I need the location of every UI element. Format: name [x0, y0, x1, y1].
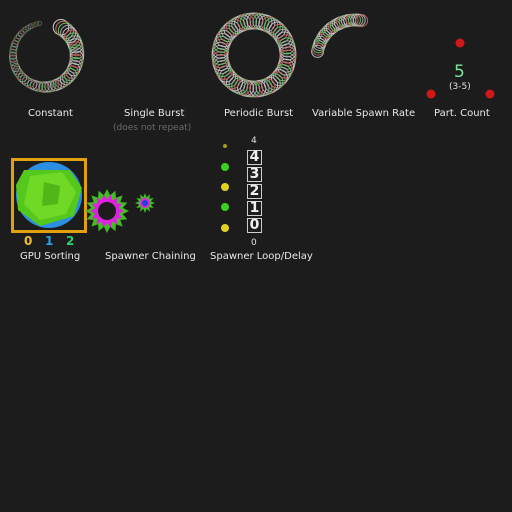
- loop-particle: [223, 144, 227, 148]
- spawner-chaining-label: Spawner Chaining: [105, 251, 196, 262]
- variable-rate-particle: [325, 21, 339, 35]
- periodic-particle: [217, 27, 235, 45]
- loop-bottom-value: 0: [251, 238, 257, 248]
- constant-particle: [20, 28, 27, 35]
- constant-particle: [63, 67, 77, 82]
- constant-particle: [9, 54, 18, 63]
- periodic-particle: [279, 46, 297, 64]
- periodic-particle: [266, 73, 284, 91]
- loop-counter-1: 1: [247, 201, 262, 216]
- part-count-range: (3-5): [449, 82, 471, 92]
- constant-particle: [69, 44, 85, 60]
- loop-counter-4: 4: [247, 150, 262, 165]
- chain-burst-large: [85, 189, 129, 233]
- periodic-particle: [219, 67, 237, 85]
- single-burst-label: Single Burst: [124, 108, 185, 119]
- constant-particle: [12, 37, 20, 45]
- loop-particle: [221, 203, 229, 211]
- gpu-sorting-blob: [16, 162, 82, 228]
- constant-particle: [13, 68, 24, 78]
- constant-particle: [27, 23, 34, 30]
- constant-particle: [9, 57, 19, 67]
- variable-rate-particle: [355, 14, 369, 28]
- gpu-sorting-frame: [11, 158, 87, 233]
- loop-counter-3: 3: [247, 167, 262, 182]
- part-count-particle: [485, 89, 495, 99]
- gpu-sorting-label: GPU Sorting: [20, 251, 81, 262]
- gpu-sort-index-0: 0: [24, 234, 33, 248]
- spawner-loop-delay-label: Spawner Loop/Delay: [210, 251, 313, 262]
- constant-particle: [38, 81, 50, 93]
- constant-particle: [33, 21, 40, 27]
- constant-particle: [25, 24, 32, 31]
- constant-particle: [9, 48, 18, 57]
- constant-particle: [69, 47, 85, 63]
- constant-label: Constant: [28, 108, 73, 119]
- constant-particle: [36, 20, 43, 27]
- constant-particle: [30, 22, 37, 28]
- constant-particle: [14, 34, 22, 42]
- part-count-value: 5: [454, 62, 465, 82]
- constant-particle: [44, 80, 56, 93]
- constant-particle: [17, 30, 25, 37]
- gpu-sort-index-2: 2: [66, 234, 75, 248]
- constant-particle: [55, 20, 72, 38]
- variable-rate-particle: [318, 27, 332, 41]
- loop-particle: [221, 224, 229, 232]
- part-count-particle: [455, 38, 465, 48]
- constant-particle: [8, 51, 18, 60]
- periodic-particle: [214, 32, 232, 50]
- single-burst-note: (does not repeat): [113, 123, 192, 133]
- constant-particle: [55, 76, 68, 89]
- part-count-label: Part. Count: [434, 108, 490, 119]
- particle-rings: [8, 12, 369, 98]
- loop-counter-2: 2: [247, 184, 262, 199]
- constant-particle: [24, 77, 35, 89]
- loop-top-value: 4: [251, 136, 257, 146]
- gpu-sort-index-1: 1: [45, 234, 54, 248]
- constant-particle: [62, 27, 79, 44]
- constant-particle: [41, 81, 53, 93]
- periodic-particle: [225, 74, 243, 92]
- periodic-burst-label: Periodic Burst: [224, 108, 294, 119]
- constant-particle: [22, 26, 29, 33]
- periodic-particle: [272, 26, 290, 44]
- variable-spawn-rate-label: Variable Spawn Rate: [312, 108, 416, 119]
- constant-particle: [9, 45, 18, 54]
- particle-dots: [221, 38, 495, 232]
- loop-particle: [221, 163, 229, 171]
- part-count-particle: [426, 89, 436, 99]
- constant-particle: [15, 32, 23, 40]
- chain-burst-small: [135, 193, 155, 213]
- loop-counter-0: 0: [247, 218, 262, 233]
- loop-particle: [221, 183, 229, 191]
- constant-particle: [15, 70, 26, 81]
